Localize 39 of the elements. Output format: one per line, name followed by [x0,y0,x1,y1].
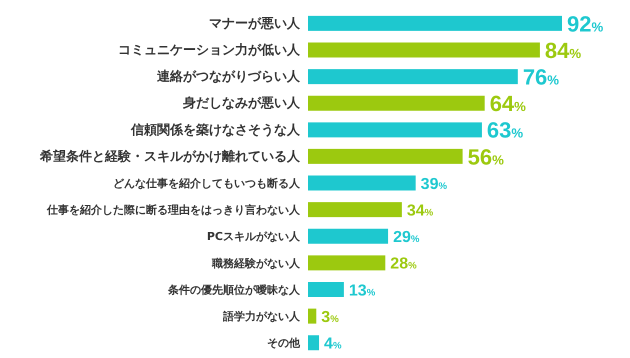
bar [308,335,320,350]
y-tick-label: 職務経験がない人 [211,256,301,270]
data-label: 63% [486,118,524,143]
y-tick-label: どんな仕事を紹介してもいつも断る人 [113,177,301,190]
bar [308,282,344,298]
data-label: 92% [567,11,604,36]
data-label: 84% [544,38,582,63]
y-tick-label: 連絡がつながりづらい人 [156,70,301,85]
bar [308,148,463,164]
bar [308,308,316,324]
y-tick-label: 語学力がない人 [222,310,301,324]
bar [308,122,482,138]
y-tick-label: コミュニケーション力が低い人 [118,42,301,58]
bar [308,96,485,111]
data-label: 29% [393,229,420,246]
data-label: 76% [522,64,560,90]
y-tick-label: マナーが悪い人 [209,16,301,32]
bar [308,42,540,58]
bar [308,228,388,244]
bar [308,176,416,191]
y-tick-label: 信頼関係を築けなさそうな人 [130,122,301,138]
data-label: 39% [420,176,448,193]
y-tick-label: その他 [267,336,301,350]
data-label: 34% [406,202,434,220]
data-label: 56% [468,144,504,170]
bar [308,16,562,31]
bar [308,202,402,218]
data-label: 28% [390,256,418,273]
data-label: 64% [490,91,526,116]
y-tick-label: 仕事を紹介した際に断る理由をはっきり言わない人 [46,204,301,217]
bar [308,255,386,270]
y-tick-label: 希望条件と経験・スキルがかけ離れている人 [39,148,301,164]
y-tick-label: 条件の優先順位が曖昧な人 [167,283,301,296]
data-label: 4% [324,336,342,352]
y-tick-label: PCスキルがない人 [206,230,301,244]
data-label: 13% [348,282,376,300]
data-label: 3% [321,308,340,326]
y-tick-label: 身だしなみが悪い人 [182,96,301,112]
bar [308,69,518,84]
